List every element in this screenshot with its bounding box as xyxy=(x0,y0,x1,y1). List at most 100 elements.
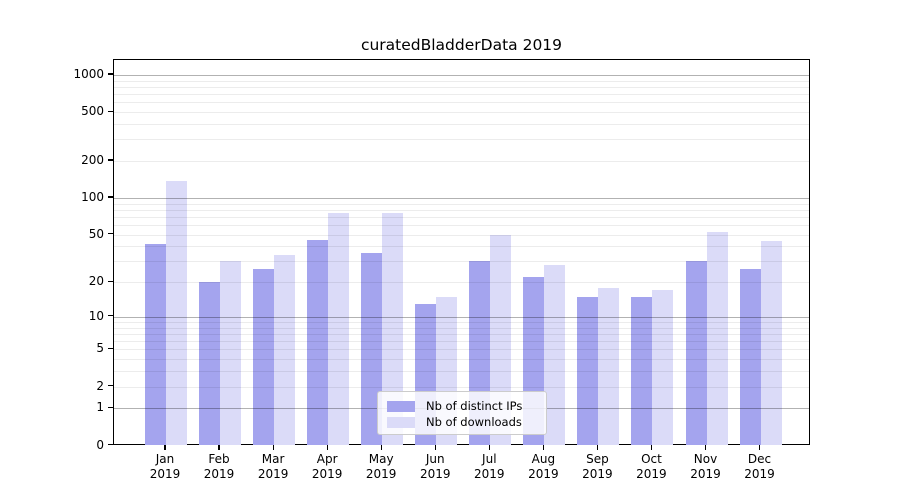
x-tick-label: Mar 2019 xyxy=(257,452,289,481)
y-tick xyxy=(108,159,113,161)
x-tick xyxy=(434,445,436,450)
bar xyxy=(739,268,761,446)
minor-gridline xyxy=(114,341,809,343)
minor-gridline xyxy=(114,261,809,263)
minor-gridline xyxy=(114,80,809,82)
x-tick xyxy=(542,445,544,450)
bar xyxy=(685,261,707,446)
major-gridline xyxy=(114,316,809,318)
legend-swatch-distinct-ips xyxy=(387,400,415,412)
minor-gridline xyxy=(114,86,809,88)
minor-gridline xyxy=(114,359,809,361)
y-tick xyxy=(108,280,113,282)
x-tick xyxy=(380,445,382,450)
bar xyxy=(652,290,674,446)
x-tick xyxy=(704,445,707,450)
bar xyxy=(199,282,221,446)
x-tick-label: Sep 2019 xyxy=(582,452,613,481)
major-gridline xyxy=(114,74,809,76)
x-tick xyxy=(218,445,220,450)
minor-gridline xyxy=(114,322,809,323)
bar xyxy=(361,253,383,446)
x-tick-label: Jan 2019 xyxy=(149,452,181,481)
y-tick-label: 10 xyxy=(88,308,104,323)
minor-gridline xyxy=(114,124,809,126)
x-tick-label: Aug 2019 xyxy=(528,452,559,481)
minor-gridline xyxy=(114,327,809,329)
y-tick-label: 100 xyxy=(81,189,104,204)
y-tick xyxy=(108,110,113,112)
major-gridline xyxy=(114,197,809,199)
legend: Nb of distinct IPs Nb of downloads xyxy=(377,391,547,435)
legend-label: Nb of distinct IPs xyxy=(426,399,523,413)
y-tick-label: 0 xyxy=(96,437,104,452)
y-tick-label: 500 xyxy=(81,104,104,119)
minor-gridline xyxy=(114,282,809,284)
bar xyxy=(307,240,329,446)
y-tick-label: 20 xyxy=(88,274,104,289)
minor-gridline xyxy=(114,216,809,218)
bar xyxy=(598,287,620,446)
bar xyxy=(166,181,187,446)
minor-gridline xyxy=(114,246,809,248)
y-tick xyxy=(108,315,113,317)
minor-gridline xyxy=(114,349,809,351)
minor-gridline xyxy=(114,161,809,163)
legend-label: Nb of downloads xyxy=(426,415,522,429)
minor-gridline xyxy=(114,209,809,211)
x-tick-label: Jul 2019 xyxy=(474,452,505,481)
bar xyxy=(274,254,296,446)
legend-swatch-downloads xyxy=(387,416,415,428)
plot-area xyxy=(113,59,810,446)
bar xyxy=(544,264,566,446)
minor-gridline xyxy=(114,371,809,373)
x-tick xyxy=(650,445,653,450)
x-tick xyxy=(596,445,598,450)
x-tick xyxy=(272,445,274,450)
x-tick-label: Apr 2019 xyxy=(311,452,343,481)
minor-gridline xyxy=(114,139,809,141)
bar xyxy=(577,296,599,446)
legend-item: Nb of downloads xyxy=(387,414,537,430)
bar xyxy=(145,243,166,446)
x-tick-label: May 2019 xyxy=(365,452,397,481)
minor-gridline xyxy=(114,225,809,227)
x-tick-label: Dec 2019 xyxy=(744,452,775,481)
bar xyxy=(706,231,728,446)
minor-gridline xyxy=(114,234,809,236)
x-tick xyxy=(488,445,490,450)
y-tick-label: 50 xyxy=(88,226,104,241)
bar xyxy=(382,213,404,446)
minor-gridline xyxy=(114,102,809,104)
x-tick-label: Jun 2019 xyxy=(419,452,451,481)
y-tick-label: 200 xyxy=(81,153,104,168)
bar xyxy=(220,261,242,446)
bar xyxy=(760,241,782,446)
y-tick-label: 1000 xyxy=(73,66,104,81)
y-tick-label: 5 xyxy=(96,341,104,356)
bar xyxy=(253,268,275,446)
x-tick xyxy=(164,445,166,450)
y-tick xyxy=(108,443,113,446)
legend-item: Nb of distinct IPs xyxy=(387,398,537,414)
bar xyxy=(631,296,653,446)
chart-title: curatedBladderData 2019 xyxy=(360,36,563,54)
x-tick-label: Oct 2019 xyxy=(636,452,667,481)
x-tick-label: Feb 2019 xyxy=(203,452,235,481)
y-tick-label: 1 xyxy=(96,400,104,415)
y-tick-label: 2 xyxy=(96,378,104,393)
y-tick xyxy=(108,73,113,75)
y-tick xyxy=(108,406,113,408)
minor-gridline xyxy=(114,386,809,388)
minor-gridline xyxy=(114,94,809,96)
y-tick xyxy=(108,196,113,198)
x-tick-label: Nov 2019 xyxy=(690,452,721,481)
bar xyxy=(328,213,350,446)
y-tick xyxy=(108,347,113,349)
minor-gridline xyxy=(114,203,809,205)
x-tick xyxy=(758,445,761,450)
minor-gridline xyxy=(114,333,809,335)
x-tick xyxy=(326,445,328,450)
y-tick xyxy=(108,384,113,387)
